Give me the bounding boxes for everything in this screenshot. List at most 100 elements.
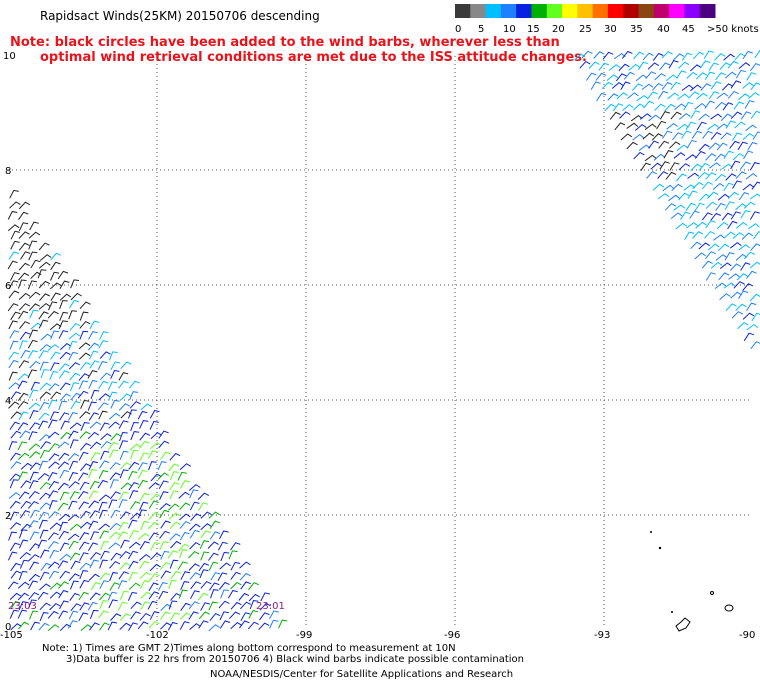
wind-barb (99, 600, 109, 610)
wind-barb (18, 292, 31, 300)
wind-barb (732, 232, 745, 239)
wind-barb (9, 522, 22, 530)
wind-barb (259, 602, 271, 611)
wind-barb (59, 600, 69, 610)
wind-barb (742, 312, 755, 320)
wind-barb (698, 162, 710, 171)
wind-barb (30, 621, 40, 631)
wind-barb (9, 201, 21, 209)
wind-barb (667, 92, 679, 100)
wind-barb (37, 539, 47, 549)
wind-barb (752, 131, 760, 140)
wind-barb (120, 393, 132, 401)
time-label-right: 23:01 (256, 601, 285, 612)
wind-barb (8, 251, 19, 260)
wind-barb (9, 542, 20, 552)
wind-barb (714, 101, 727, 110)
wind-barb (119, 462, 132, 470)
wind-barb (58, 530, 69, 540)
wind-barb (48, 500, 58, 510)
wind-barb (147, 600, 158, 610)
wind-barb (678, 163, 691, 171)
wind-barb (150, 431, 162, 440)
wind-barb (158, 430, 169, 439)
wind-barb (705, 172, 717, 180)
wind-barb (109, 479, 119, 489)
wind-barb (694, 252, 706, 260)
wind-barb (57, 441, 70, 449)
wind-barb (27, 339, 38, 349)
wind-barb (7, 551, 18, 561)
wind-barb (8, 492, 21, 499)
wind-barb (706, 191, 719, 199)
wind-barb (69, 592, 80, 601)
wind-barb (148, 482, 160, 490)
wind-barb (68, 412, 78, 421)
wind-barb (665, 171, 677, 180)
wind-barb (696, 121, 707, 131)
wind-barb (137, 462, 148, 471)
wind-barb (158, 480, 169, 489)
wind-barb (239, 572, 251, 581)
legend-swatch (455, 4, 471, 18)
wind-barb (18, 310, 29, 320)
wind-barb (70, 400, 81, 410)
wind-barb (100, 541, 109, 551)
wind-barb (179, 612, 192, 620)
wind-barb (17, 400, 29, 409)
wind-barb (149, 409, 160, 419)
wind-barb (120, 482, 132, 490)
wind-barb (219, 530, 229, 540)
wind-barb (200, 602, 210, 611)
wind-barb (59, 521, 68, 531)
wind-barb (694, 150, 706, 159)
wind-barb (269, 619, 279, 629)
wind-barb (18, 242, 30, 251)
wind-barb (68, 472, 78, 481)
wind-barb (665, 74, 678, 82)
wind-barb (20, 480, 31, 489)
wind-barb (169, 481, 180, 491)
wind-barb (117, 601, 128, 611)
wind-barb (208, 561, 219, 571)
wind-barb (745, 124, 757, 132)
wind-barb (704, 100, 715, 109)
wind-barb (78, 612, 89, 622)
wind-barb (616, 92, 628, 100)
wind-barb (198, 562, 210, 572)
wind-barb (38, 302, 51, 310)
wind-barb (28, 251, 38, 261)
wind-barb (59, 393, 71, 402)
wind-barb (687, 172, 700, 179)
wind-barb (39, 481, 51, 490)
wind-barb (650, 162, 662, 170)
wind-barb (689, 210, 700, 219)
wind-barb (118, 420, 129, 429)
wind-barb (169, 490, 179, 500)
wind-barb (198, 502, 209, 511)
wind-barb (39, 401, 50, 411)
wind-barb (735, 253, 748, 261)
wind-barb (8, 531, 17, 541)
wind-barb (168, 600, 178, 610)
wind-barb (695, 72, 708, 80)
wind-barbs (7, 49, 760, 632)
wind-barb (17, 373, 30, 381)
wind-barb (730, 111, 743, 120)
wind-barb (38, 511, 49, 521)
wind-barb (117, 531, 128, 540)
wind-barb (129, 443, 141, 451)
wind-barb (607, 93, 619, 101)
wind-barb (98, 523, 110, 531)
wind-barb (79, 431, 91, 439)
wind-barb (78, 380, 89, 390)
wind-barb (208, 624, 220, 632)
wind-barb (129, 501, 141, 510)
wind-barb (738, 290, 749, 299)
wind-barb (89, 350, 99, 360)
island-dot (650, 531, 652, 533)
wind-barb (19, 340, 28, 350)
wind-barb (59, 299, 68, 310)
wind-barb (180, 581, 190, 591)
wind-barb (39, 529, 49, 539)
